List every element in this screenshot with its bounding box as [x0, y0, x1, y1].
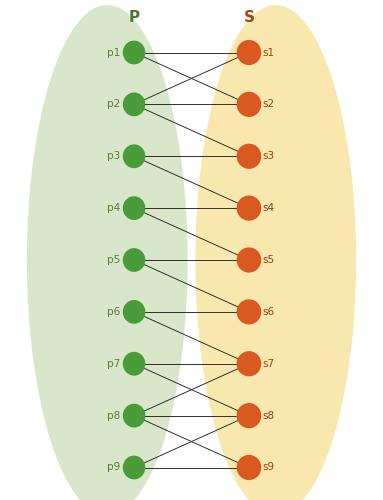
Ellipse shape — [237, 248, 261, 272]
Text: s8: s8 — [263, 410, 275, 420]
Text: p8: p8 — [107, 410, 120, 420]
Ellipse shape — [237, 92, 261, 117]
Text: s5: s5 — [263, 255, 275, 265]
Ellipse shape — [123, 300, 145, 324]
Text: s6: s6 — [263, 307, 275, 317]
Ellipse shape — [237, 455, 261, 480]
Ellipse shape — [237, 196, 261, 220]
Text: p9: p9 — [107, 462, 120, 472]
Text: P: P — [128, 10, 140, 25]
Text: p2: p2 — [107, 100, 120, 110]
Ellipse shape — [237, 144, 261, 169]
Ellipse shape — [123, 196, 145, 220]
Ellipse shape — [123, 248, 145, 272]
Ellipse shape — [123, 144, 145, 168]
Text: s4: s4 — [263, 203, 275, 213]
Text: p4: p4 — [107, 203, 120, 213]
Text: s9: s9 — [263, 462, 275, 472]
Ellipse shape — [237, 403, 261, 428]
Text: p1: p1 — [107, 48, 120, 58]
Text: s1: s1 — [263, 48, 275, 58]
Ellipse shape — [195, 5, 356, 500]
Text: p3: p3 — [107, 151, 120, 161]
Ellipse shape — [237, 40, 261, 65]
Ellipse shape — [123, 456, 145, 479]
Text: p7: p7 — [107, 359, 120, 369]
Ellipse shape — [123, 404, 145, 427]
Text: s7: s7 — [263, 359, 275, 369]
Ellipse shape — [123, 92, 145, 116]
Text: S: S — [244, 10, 254, 25]
Ellipse shape — [27, 5, 188, 500]
Text: s2: s2 — [263, 100, 275, 110]
Text: s3: s3 — [263, 151, 275, 161]
Ellipse shape — [123, 40, 145, 64]
Ellipse shape — [237, 300, 261, 324]
Ellipse shape — [237, 351, 261, 376]
Text: p6: p6 — [107, 307, 120, 317]
Text: p5: p5 — [107, 255, 120, 265]
Ellipse shape — [123, 352, 145, 376]
